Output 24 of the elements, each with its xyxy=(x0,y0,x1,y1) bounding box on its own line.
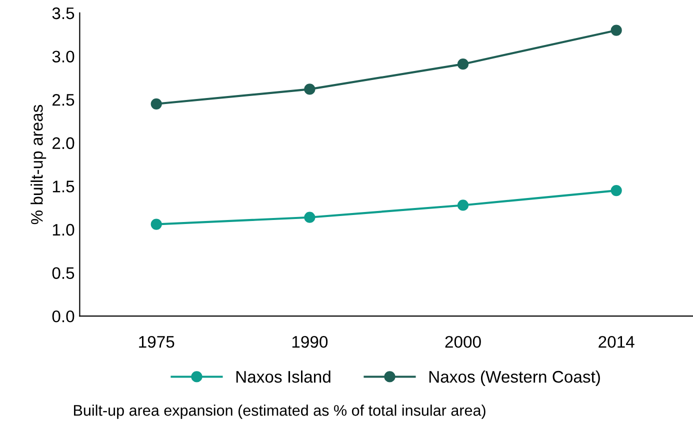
x-tick-label: 1975 xyxy=(139,336,174,348)
y-tick-label: 0.0 xyxy=(52,310,74,322)
text: Built-up area expansion (estimated as % of total insular area) xyxy=(74,404,486,419)
point xyxy=(457,58,469,70)
point xyxy=(150,218,162,230)
x-tick-label: 1990 xyxy=(292,336,328,348)
point xyxy=(610,24,622,36)
x-tick-label: 2000 xyxy=(445,336,481,348)
point xyxy=(457,200,469,211)
legend-label: Naxos Island xyxy=(236,370,330,383)
point xyxy=(304,212,316,223)
y-tick-label: 1.5 xyxy=(52,180,74,192)
y-axis-title: % built-up areas xyxy=(30,104,46,224)
y-tick-label: 3.5 xyxy=(52,7,74,20)
y-tick-label: 2.5 xyxy=(52,94,74,106)
point xyxy=(150,98,162,110)
x-tick-label: 2014 xyxy=(598,336,634,348)
y-tick-label: 1.0 xyxy=(52,224,74,236)
y-tick-label: 2.0 xyxy=(52,137,74,150)
y-tick-label: 3.0 xyxy=(52,50,74,62)
legend-label: Naxos (Western Coast) xyxy=(429,370,600,386)
y-tick-label: 0.5 xyxy=(52,267,74,279)
point xyxy=(610,184,622,196)
point xyxy=(304,84,316,95)
